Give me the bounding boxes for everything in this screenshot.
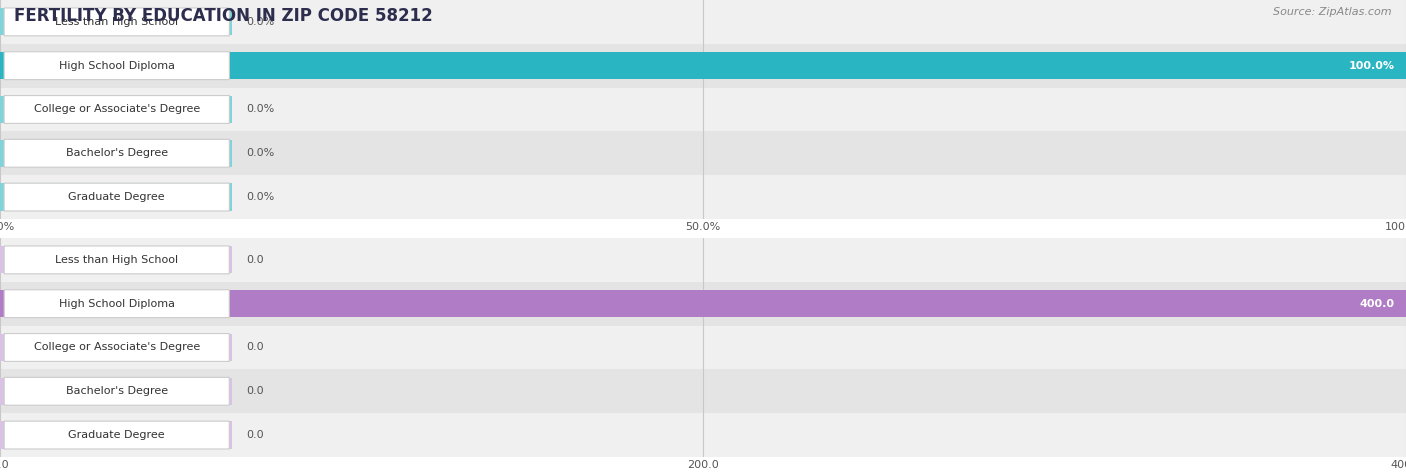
- Bar: [0, 282, 1406, 326]
- Bar: [0, 96, 232, 123]
- Text: 0.0: 0.0: [246, 386, 264, 397]
- Bar: [0, 52, 1406, 79]
- Bar: [0, 377, 232, 405]
- FancyBboxPatch shape: [4, 8, 229, 36]
- Text: 100.0%: 100.0%: [1348, 60, 1395, 71]
- Text: 0.0: 0.0: [246, 255, 264, 265]
- Text: 0.0%: 0.0%: [246, 17, 274, 27]
- Bar: [0, 246, 232, 274]
- FancyBboxPatch shape: [4, 377, 229, 405]
- Text: Graduate Degree: Graduate Degree: [69, 430, 165, 440]
- Bar: [0, 413, 1406, 457]
- Bar: [0, 326, 1406, 369]
- Bar: [0, 238, 1406, 282]
- Bar: [0, 131, 1406, 175]
- Bar: [0, 369, 1406, 413]
- Text: College or Associate's Degree: College or Associate's Degree: [34, 104, 200, 115]
- Text: Bachelor's Degree: Bachelor's Degree: [66, 386, 167, 397]
- Bar: [0, 88, 1406, 131]
- FancyBboxPatch shape: [4, 290, 229, 317]
- Text: FERTILITY BY EDUCATION IN ZIP CODE 58212: FERTILITY BY EDUCATION IN ZIP CODE 58212: [14, 7, 433, 25]
- Bar: [0, 290, 1406, 317]
- Text: College or Associate's Degree: College or Associate's Degree: [34, 342, 200, 353]
- FancyBboxPatch shape: [4, 96, 229, 123]
- FancyBboxPatch shape: [4, 183, 229, 211]
- Text: 0.0: 0.0: [246, 342, 264, 353]
- Bar: [0, 44, 1406, 88]
- Bar: [0, 334, 232, 361]
- Text: 0.0: 0.0: [246, 430, 264, 440]
- Text: Less than High School: Less than High School: [55, 255, 179, 265]
- Bar: [0, 139, 232, 167]
- Text: Less than High School: Less than High School: [55, 17, 179, 27]
- Text: High School Diploma: High School Diploma: [59, 60, 174, 71]
- Text: High School Diploma: High School Diploma: [59, 298, 174, 309]
- FancyBboxPatch shape: [4, 52, 229, 79]
- Bar: [0, 175, 1406, 219]
- Text: Graduate Degree: Graduate Degree: [69, 192, 165, 202]
- Text: 0.0%: 0.0%: [246, 104, 274, 115]
- Text: 0.0%: 0.0%: [246, 148, 274, 159]
- Text: Bachelor's Degree: Bachelor's Degree: [66, 148, 167, 159]
- FancyBboxPatch shape: [4, 421, 229, 449]
- Text: 400.0: 400.0: [1360, 298, 1395, 309]
- Text: 0.0%: 0.0%: [246, 192, 274, 202]
- FancyBboxPatch shape: [4, 246, 229, 274]
- Text: Source: ZipAtlas.com: Source: ZipAtlas.com: [1274, 7, 1392, 17]
- Bar: [0, 0, 1406, 44]
- FancyBboxPatch shape: [4, 334, 229, 361]
- FancyBboxPatch shape: [4, 139, 229, 167]
- Bar: [0, 183, 232, 211]
- Bar: [0, 421, 232, 449]
- Bar: [0, 8, 232, 36]
